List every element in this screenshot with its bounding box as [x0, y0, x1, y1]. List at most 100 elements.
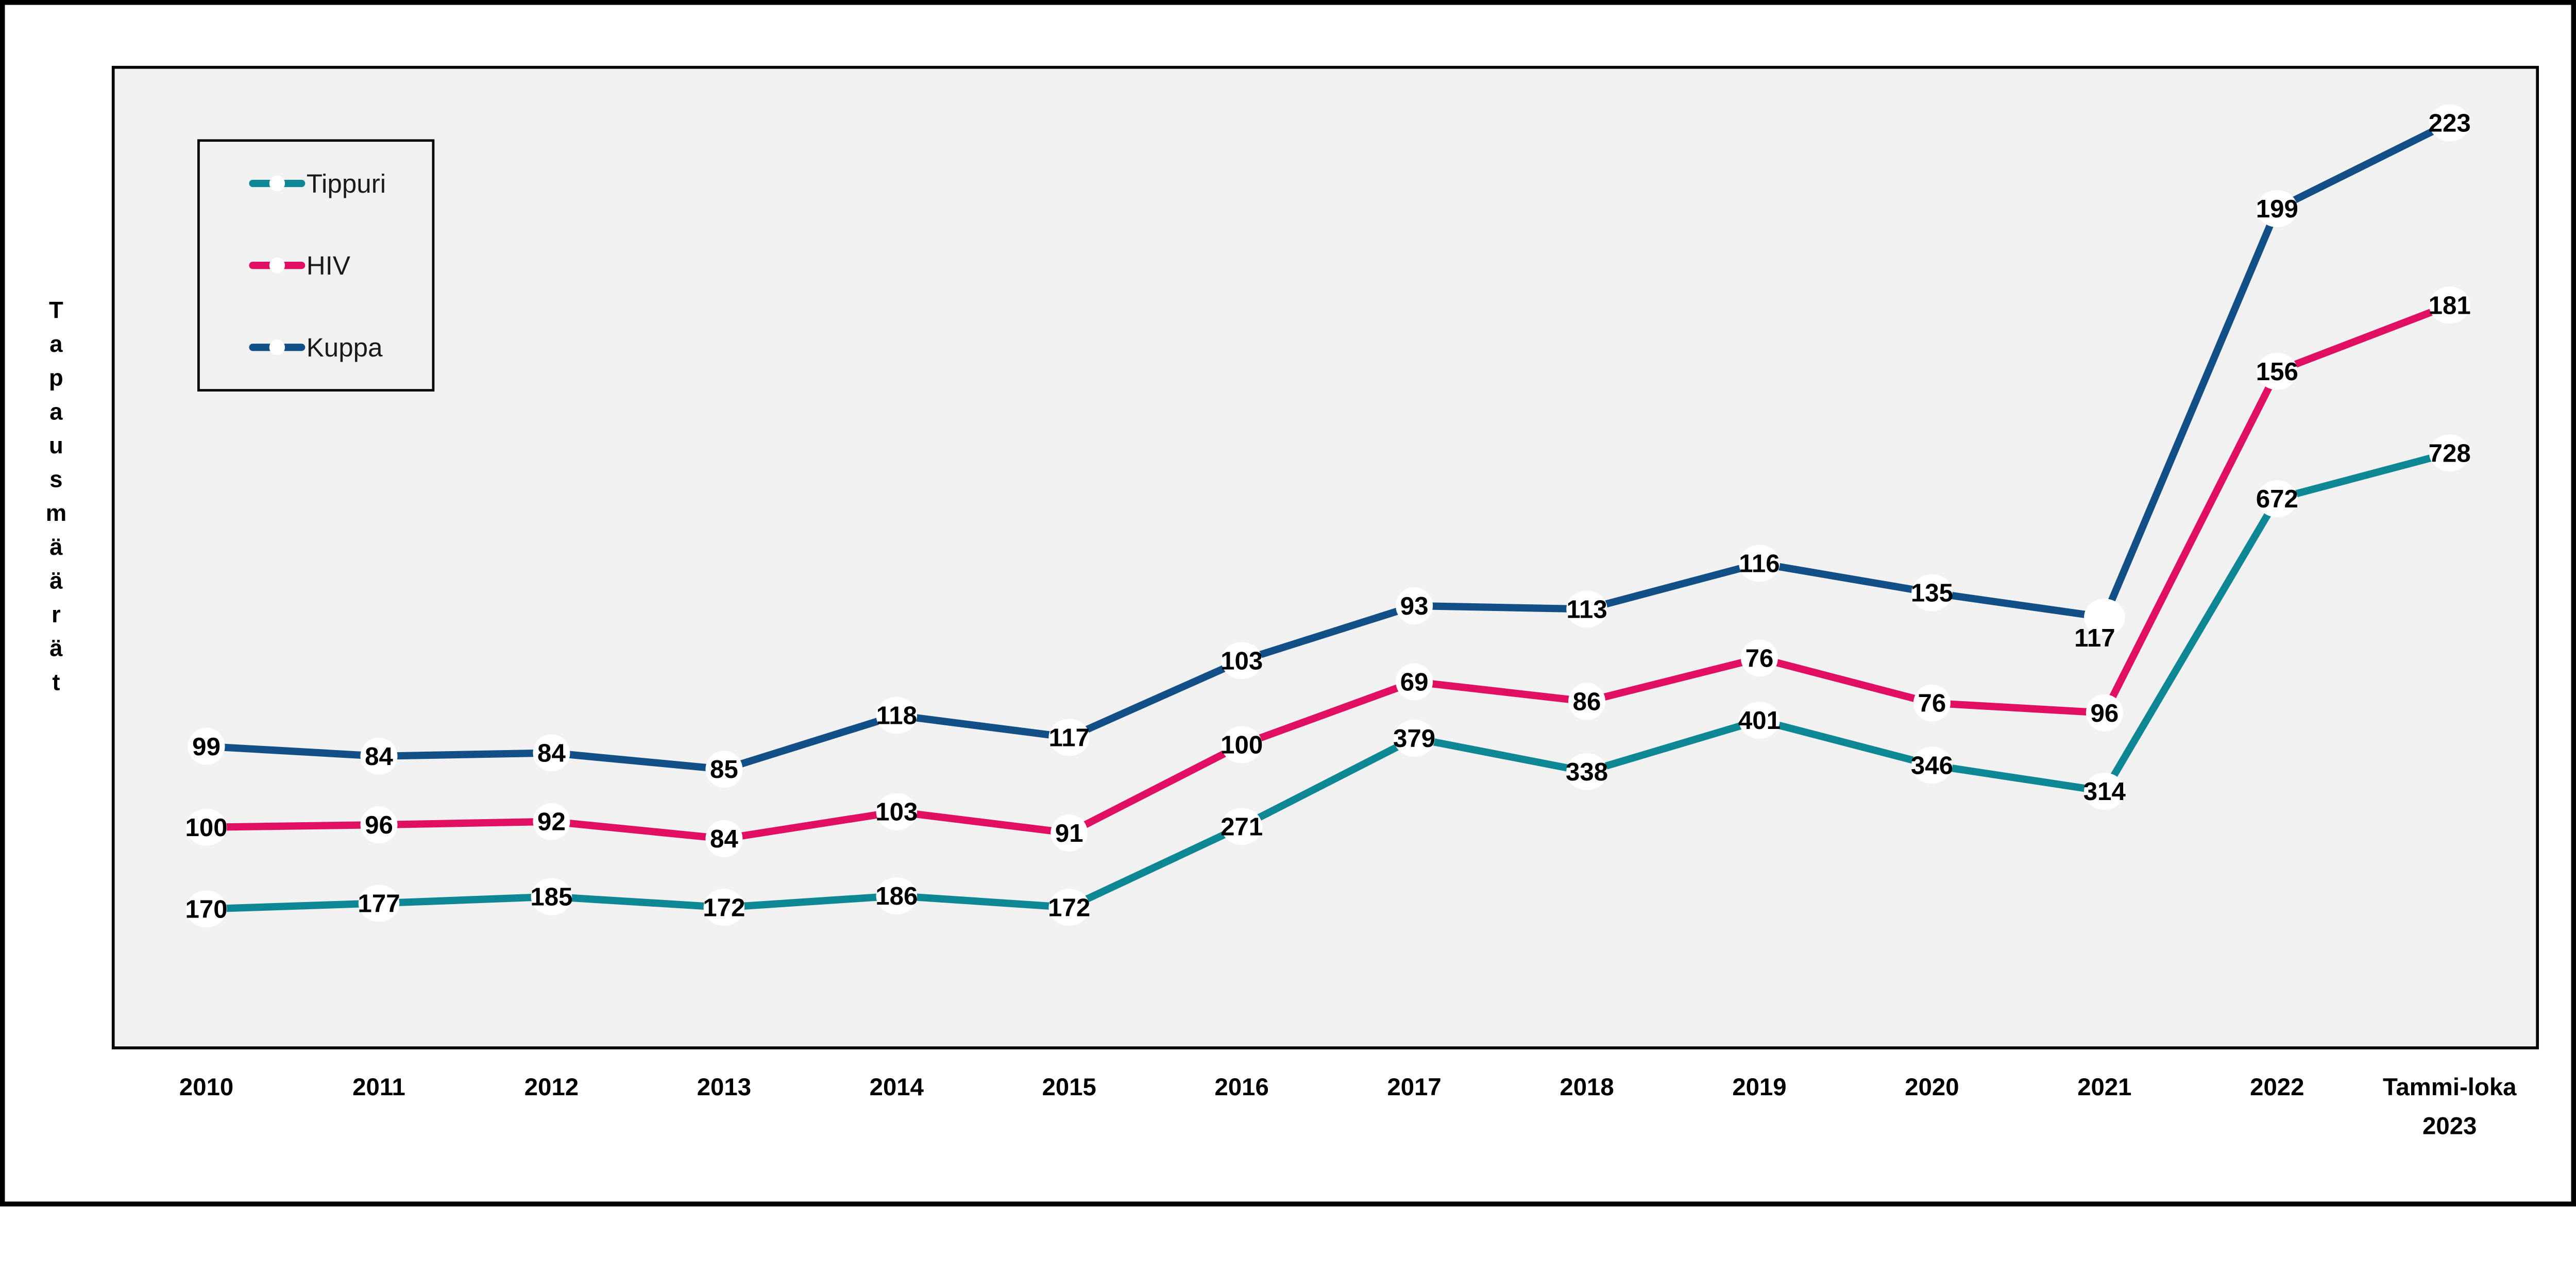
y-axis-title-letter: ä	[49, 567, 63, 593]
y-axis-title-letter: p	[49, 365, 63, 391]
point-label-hiv: 96	[2090, 699, 2119, 727]
point-label-hiv: 181	[2429, 291, 2471, 319]
point-label-kuppa: 99	[192, 733, 221, 761]
point-label-tippuri: 314	[2083, 777, 2126, 806]
legend-box	[197, 139, 435, 392]
point-label-hiv: 156	[2256, 358, 2298, 386]
point-label-hiv: 96	[365, 811, 393, 839]
point-marker-tippuri	[358, 885, 400, 922]
point-label-tippuri: 728	[2429, 439, 2471, 467]
point-label-tippuri: 177	[358, 889, 400, 918]
series-line-hiv	[202, 301, 2453, 843]
x-tick-label: 2020	[1905, 1074, 1959, 1101]
point-marker-hiv	[2257, 352, 2298, 390]
x-tick-label: 2022	[2250, 1074, 2304, 1101]
point-label-hiv: 100	[185, 813, 228, 842]
point-label-hiv: 92	[537, 808, 566, 836]
point-marker-kuppa	[2429, 104, 2470, 142]
x-tick-label: 2010	[179, 1074, 233, 1101]
point-label-hiv: 84	[710, 825, 738, 853]
point-marker-kuppa	[1221, 642, 1262, 680]
point-marker-tippuri	[1221, 808, 1262, 845]
x-tick-label: 2015	[1042, 1074, 1096, 1101]
y-axis-title-letter: a	[49, 331, 63, 357]
point-marker-tippuri	[185, 890, 227, 928]
point-label-kuppa: 117	[2074, 624, 2115, 652]
point-marker-hiv	[2429, 286, 2470, 324]
point-marker-tippuri	[1911, 746, 1953, 784]
y-axis-title-letter: ä	[49, 534, 63, 560]
series-line-tippuri	[202, 449, 2453, 913]
y-axis-title-letter: s	[49, 466, 62, 492]
x-tick-label: Tammi-loka 2023	[2383, 1074, 2517, 1140]
x-tick-label: 2012	[524, 1074, 579, 1101]
point-label-kuppa: 199	[2256, 195, 2298, 223]
legend-swatch-dot-tippuri	[269, 175, 285, 192]
point-label-tippuri: 401	[1738, 706, 1781, 735]
point-marker-tippuri	[1566, 753, 1607, 790]
legend-label-tippuri: Tippuri	[307, 169, 386, 198]
point-marker-hiv	[1741, 639, 1778, 677]
point-marker-tippuri	[1394, 719, 1435, 757]
point-marker-hiv	[533, 803, 570, 840]
point-label-kuppa: 113	[1566, 595, 1607, 623]
legend-label-kuppa: Kuppa	[307, 333, 383, 362]
point-label-kuppa: 103	[1221, 647, 1263, 675]
point-label-tippuri: 172	[703, 893, 745, 922]
x-tick-label: 2021	[2077, 1074, 2131, 1101]
point-marker-hiv	[1221, 726, 1262, 763]
point-marker-hiv	[705, 820, 743, 858]
point-marker-hiv	[185, 808, 227, 846]
point-label-hiv: 103	[875, 798, 918, 826]
legend-label-hiv: HIV	[307, 251, 350, 280]
point-marker-tippuri	[2429, 434, 2470, 472]
point-marker-kuppa	[705, 751, 743, 788]
point-label-hiv: 69	[1400, 668, 1429, 697]
point-marker-tippuri	[703, 889, 745, 926]
point-label-kuppa: 84	[537, 739, 566, 768]
point-marker-kuppa	[2084, 599, 2125, 636]
legend-swatch-dot-kuppa	[269, 339, 285, 355]
point-marker-hiv	[2086, 694, 2123, 732]
point-label-tippuri: 170	[185, 895, 228, 923]
point-label-tippuri: 186	[875, 882, 918, 910]
point-label-tippuri: 185	[530, 883, 572, 911]
point-marker-kuppa	[1911, 574, 1953, 611]
y-axis-title-letter: a	[49, 398, 63, 424]
y-axis-title-letter: m	[46, 500, 66, 526]
point-marker-kuppa	[533, 734, 570, 772]
point-marker-kuppa	[360, 737, 398, 775]
y-axis-title-letter: r	[52, 601, 61, 627]
y-axis-title-letter: ä	[49, 635, 63, 661]
point-label-tippuri: 346	[1911, 751, 1953, 779]
x-tick-label: 2011	[352, 1074, 405, 1101]
y-axis-title-letter: T	[49, 297, 63, 323]
point-marker-tippuri	[2257, 480, 2298, 518]
x-tick-label: 2013	[697, 1074, 751, 1101]
point-marker-kuppa	[1739, 545, 1780, 582]
point-marker-kuppa	[188, 727, 225, 765]
point-label-hiv: 76	[1918, 689, 1946, 718]
point-marker-hiv	[1396, 663, 1433, 701]
point-marker-hiv	[1050, 814, 1088, 852]
x-tick-label: 2017	[1387, 1074, 1441, 1101]
point-label-kuppa: 84	[365, 742, 393, 771]
x-tick-label: 2018	[1560, 1074, 1614, 1101]
x-tick-label: 2016	[1215, 1074, 1269, 1101]
point-marker-kuppa	[1396, 587, 1433, 624]
point-marker-hiv	[1568, 683, 1606, 720]
point-label-tippuri: 338	[1566, 758, 1608, 786]
point-label-kuppa: 117	[1049, 723, 1090, 752]
point-label-kuppa: 116	[1739, 550, 1780, 578]
point-label-kuppa: 85	[710, 755, 738, 784]
point-label-hiv: 86	[1573, 688, 1601, 716]
point-marker-tippuri	[531, 878, 572, 915]
point-label-hiv: 76	[1745, 644, 1774, 673]
point-marker-kuppa	[1566, 590, 1607, 628]
point-marker-hiv	[360, 806, 398, 844]
point-label-tippuri: 379	[1393, 724, 1435, 753]
point-marker-kuppa	[2257, 190, 2298, 228]
point-marker-tippuri	[1739, 702, 1780, 739]
point-marker-kuppa	[876, 697, 918, 734]
